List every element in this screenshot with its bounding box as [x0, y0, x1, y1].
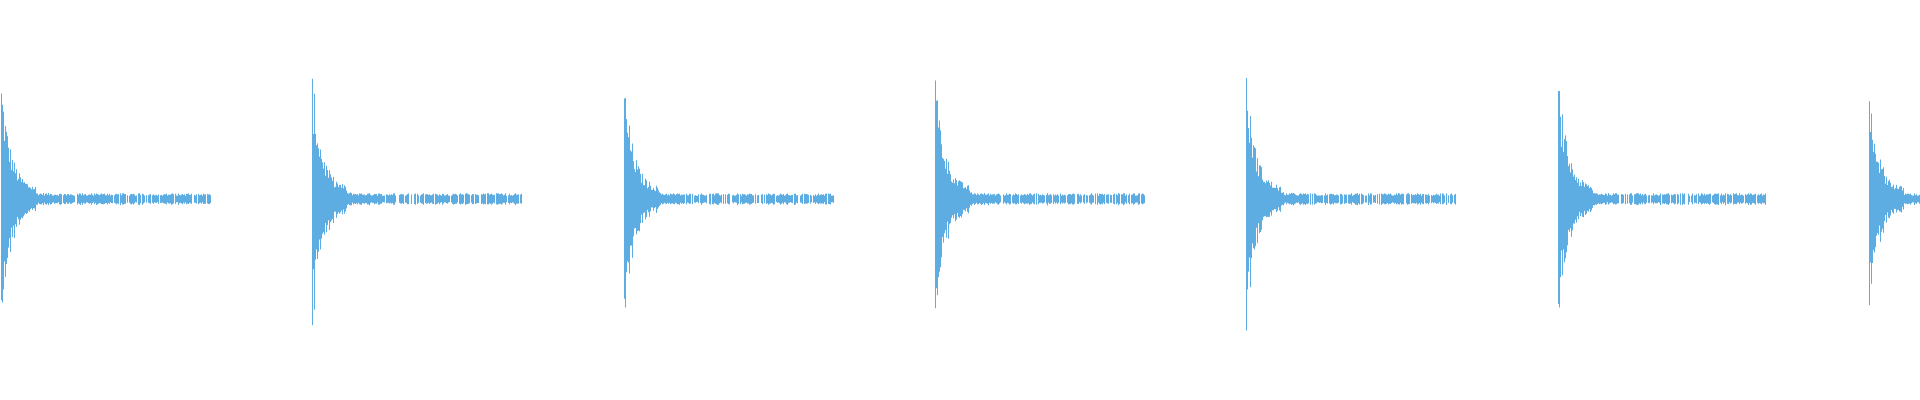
waveform-path [1, 78, 1920, 331]
waveform-trace [1, 78, 1920, 331]
